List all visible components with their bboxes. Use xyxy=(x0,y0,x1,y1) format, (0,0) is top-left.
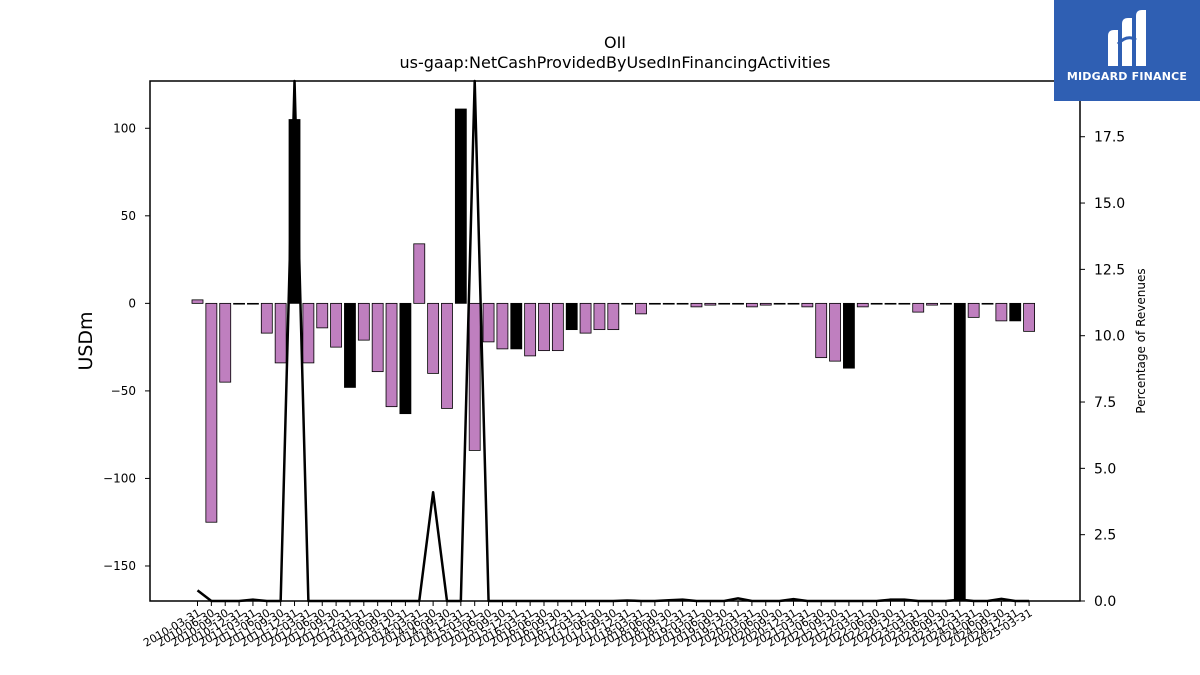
bar xyxy=(759,302,772,306)
bar xyxy=(801,302,814,308)
percentage-line-layer xyxy=(196,79,1030,603)
bar xyxy=(829,302,841,362)
bar xyxy=(884,302,897,305)
bar xyxy=(510,302,523,350)
y2-tick-label: 15.0 xyxy=(1094,196,1125,212)
midgard-finance-logo: MIDGARD FINANCE xyxy=(1054,0,1200,101)
bar xyxy=(330,302,343,348)
chart-title: OII xyxy=(604,33,626,52)
bar xyxy=(316,302,329,329)
bar xyxy=(274,302,287,364)
bar xyxy=(662,302,675,305)
percentage-of-revenues-line xyxy=(196,79,1030,603)
bar xyxy=(621,302,634,305)
bar xyxy=(746,302,758,308)
y-tick-label: 0 xyxy=(128,296,136,310)
logo-text: MIDGARD FINANCE xyxy=(1066,70,1188,83)
bar xyxy=(357,302,370,341)
bar xyxy=(773,302,786,305)
bar xyxy=(718,302,731,305)
bar xyxy=(441,302,453,409)
bars-layer xyxy=(191,108,1035,602)
bar xyxy=(926,302,938,306)
bar xyxy=(302,302,315,364)
bar xyxy=(482,302,495,343)
y2-tick-label: 12.5 xyxy=(1094,262,1125,278)
bar xyxy=(413,243,426,304)
bar xyxy=(233,302,245,305)
bar xyxy=(371,302,384,373)
bar xyxy=(191,299,204,304)
bar xyxy=(427,302,440,374)
bar xyxy=(496,302,509,350)
bar xyxy=(344,302,356,388)
y-axis-label: USDm xyxy=(75,311,97,370)
bar xyxy=(732,302,744,305)
bar xyxy=(205,302,218,523)
bar xyxy=(676,302,689,305)
bar xyxy=(524,302,537,357)
x-axis: 2010-03-312010-06-302010-09-302010-12-31… xyxy=(141,601,1035,650)
y2-tick-label: 7.5 xyxy=(1094,395,1116,411)
y-tick-label: 50 xyxy=(121,209,136,223)
y2-tick-label: 10.0 xyxy=(1094,329,1125,345)
bar xyxy=(247,302,259,305)
bar xyxy=(1023,302,1035,332)
y-tick-label: −100 xyxy=(103,471,136,485)
y2-tick-label: 5.0 xyxy=(1094,461,1116,477)
plot-frame xyxy=(149,80,1081,602)
y-tick-label: −150 xyxy=(103,559,136,573)
bar xyxy=(870,302,883,305)
logo-mark-icon xyxy=(1108,10,1146,66)
bar xyxy=(940,302,952,305)
bar xyxy=(468,302,481,451)
bar xyxy=(815,302,828,359)
y-tick-label: 100 xyxy=(113,121,136,135)
y-axis-right: 0.0 2.5 5.0 7.5 10.0 12.5 15.0 17.5 xyxy=(1080,130,1125,610)
bar xyxy=(856,302,869,308)
bar xyxy=(953,302,966,602)
bar xyxy=(635,302,647,315)
y2-tick-label: 2.5 xyxy=(1094,528,1116,544)
bar xyxy=(219,302,232,383)
bar xyxy=(399,302,412,415)
bar xyxy=(385,302,398,408)
bar xyxy=(981,302,994,305)
bar xyxy=(787,302,800,305)
bar xyxy=(995,302,1008,322)
y2-tick-label: 0.0 xyxy=(1094,594,1116,610)
y-axis-left: 100 50 0 −50 −100 −150 xyxy=(103,121,150,573)
bar xyxy=(967,302,980,318)
bar xyxy=(690,302,703,308)
bar xyxy=(593,302,606,331)
bar xyxy=(538,302,550,352)
y2-tick-label: 17.5 xyxy=(1094,130,1125,146)
bar xyxy=(607,302,620,331)
bar xyxy=(843,302,855,369)
bar xyxy=(260,302,273,334)
bar xyxy=(565,302,578,331)
bar xyxy=(454,108,467,304)
chart-subtitle: us-gaap:NetCashProvidedByUsedInFinancing… xyxy=(399,53,830,72)
bar xyxy=(1009,302,1022,322)
bar xyxy=(912,302,925,313)
bar xyxy=(579,302,592,334)
y2-axis-label: Percentage of Revenues xyxy=(1134,268,1148,413)
bar xyxy=(551,302,564,352)
y-tick-label: −50 xyxy=(111,384,136,398)
bar xyxy=(704,302,717,306)
bar xyxy=(648,302,661,305)
bar xyxy=(898,302,911,305)
